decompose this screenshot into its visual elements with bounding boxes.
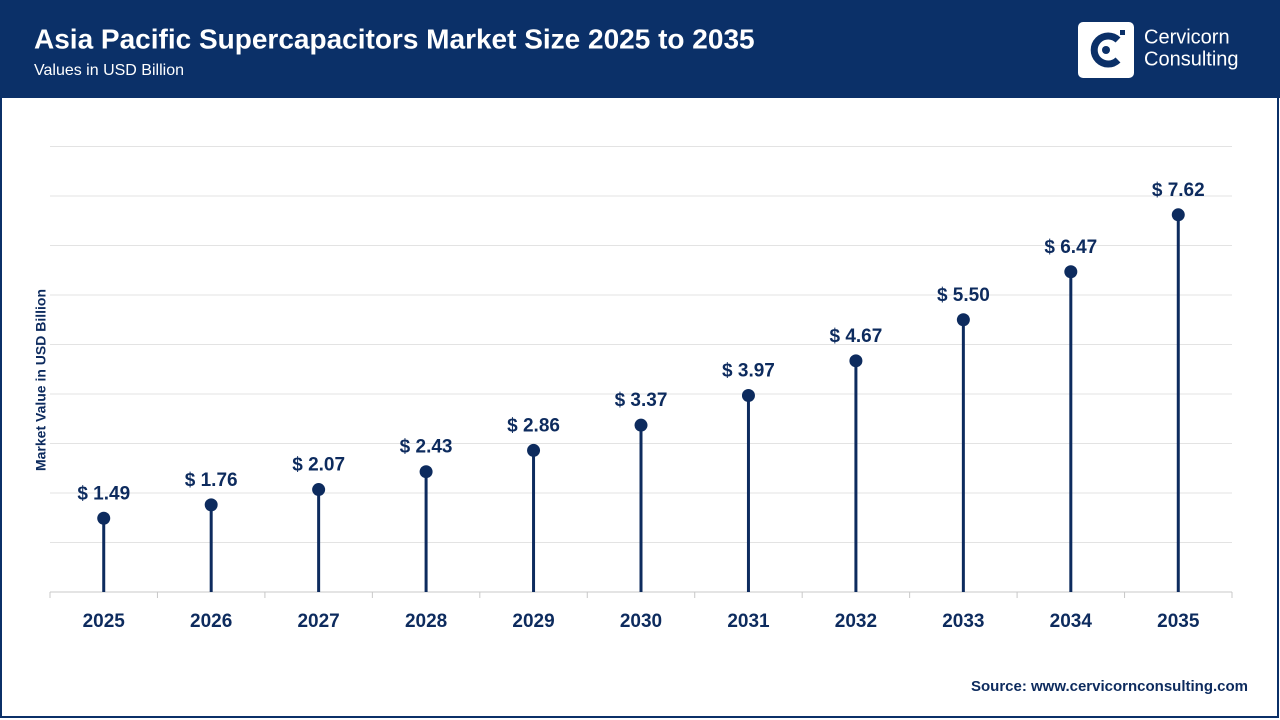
x-tick-label: 2030 (620, 611, 662, 632)
x-tick-label: 2031 (727, 611, 770, 632)
dot (312, 483, 326, 497)
value-label: $ 6.47 (1044, 237, 1097, 258)
value-label: $ 7.62 (1152, 180, 1205, 201)
dot (849, 354, 863, 368)
x-tick-label: 2035 (1157, 611, 1200, 632)
x-tick-label: 2029 (512, 611, 554, 632)
dot (956, 313, 970, 327)
x-tick-label: 2025 (83, 611, 126, 632)
logo-text: Cervicorn (1144, 26, 1230, 48)
header-band (0, 0, 1280, 98)
dot (97, 511, 111, 525)
value-label: $ 4.67 (829, 326, 882, 347)
x-tick-label: 2026 (190, 611, 232, 632)
value-label: $ 3.37 (615, 390, 668, 411)
value-label: $ 2.43 (400, 437, 453, 458)
logo-icon (1090, 32, 1121, 68)
value-label: $ 2.07 (292, 455, 345, 476)
logo-square (1120, 30, 1125, 35)
logo: Cervicorn Consulting (1078, 22, 1239, 78)
logo-dot (1102, 46, 1110, 54)
value-label: $ 5.50 (937, 285, 990, 306)
value-label: $ 1.76 (185, 470, 238, 491)
dot (741, 388, 755, 402)
x-tick-label: 2033 (942, 611, 984, 632)
y-axis-label: Market Value in USD Billion (33, 289, 49, 471)
frame (0, 96, 1279, 718)
dot (419, 465, 433, 479)
x-tick-label: 2027 (297, 611, 339, 632)
dot (204, 498, 218, 512)
dot (634, 418, 648, 432)
x-tick-label: 2034 (1050, 611, 1093, 632)
dot (1171, 208, 1185, 222)
dot (1064, 265, 1078, 279)
chart-title: Asia Pacific Supercapacitors Market Size… (34, 23, 755, 54)
source: Source: www.cervicornconsulting.com (971, 678, 1248, 695)
x-tick-label: 2032 (835, 611, 877, 632)
value-label: $ 3.97 (722, 361, 775, 382)
x-tick-label: 2028 (405, 611, 447, 632)
value-label: $ 1.49 (77, 483, 130, 504)
logo-text: Consulting (1144, 48, 1239, 70)
dot (527, 443, 541, 457)
chart-subtitle: Values in USD Billion (34, 62, 184, 79)
value-label: $ 2.86 (507, 415, 560, 436)
